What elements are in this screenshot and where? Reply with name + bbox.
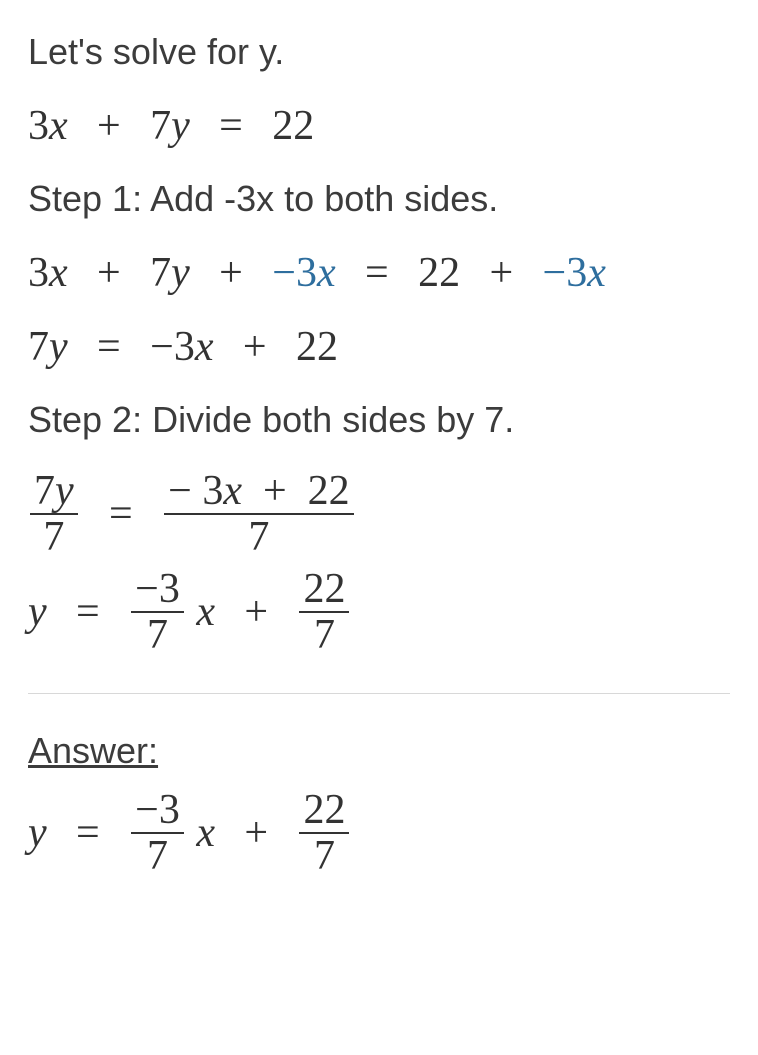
var-x: x [195, 324, 214, 370]
equation-step2-fractions: 7y 7 = −3x + 22 7 [28, 469, 730, 559]
var-y: y [28, 810, 47, 856]
equals: = [97, 324, 121, 370]
equation-step1: 3x + 7y + −3x = 22 + −3x [28, 248, 730, 298]
equals: = [219, 103, 243, 149]
var-y: y [28, 589, 47, 635]
coef-7: 7 [150, 103, 171, 149]
plus: + [244, 810, 268, 856]
highlight-minus-3x-right: −3x [543, 250, 606, 296]
plus: + [219, 250, 243, 296]
const-22: 22 [296, 324, 338, 370]
coef-7: 7 [150, 250, 171, 296]
var-x: x [49, 250, 68, 296]
equation-original: 3x + 7y = 22 [28, 101, 730, 151]
coef-3: 3 [174, 324, 195, 370]
step-2-label: Step 2: Divide both sides by 7. [28, 396, 730, 445]
equation-solved-form: y = −3 7 x + 22 7 [28, 567, 730, 657]
rhs-22: 22 [418, 250, 460, 296]
var-x: x [49, 103, 68, 149]
fraction-7y-over-7: 7y 7 [30, 469, 78, 559]
equals: = [109, 491, 133, 537]
plus: + [243, 324, 267, 370]
var-y: y [171, 250, 190, 296]
plus: + [489, 250, 513, 296]
minus: − [150, 324, 174, 370]
coef-3: 3 [28, 250, 49, 296]
fraction-neg3-over-7: −3 7 [131, 567, 184, 657]
highlight-minus-3x-left: −3x [272, 250, 335, 296]
var-x: x [196, 589, 215, 635]
equation-simplified-1: 7y = −3x + 22 [28, 322, 730, 372]
step-1-label: Step 1: Add -3x to both sides. [28, 175, 730, 224]
section-divider [28, 693, 730, 694]
coef-3: 3 [28, 103, 49, 149]
equals: = [365, 250, 389, 296]
plus: + [244, 589, 268, 635]
var-x: x [196, 810, 215, 856]
plus: + [97, 250, 121, 296]
fraction-22-over-7: 22 7 [299, 788, 349, 878]
plus: + [97, 103, 121, 149]
var-y: y [49, 324, 68, 370]
fraction-neg3-over-7: −3 7 [131, 788, 184, 878]
fraction-22-over-7: 22 7 [299, 567, 349, 657]
var-y: y [171, 103, 190, 149]
equals: = [76, 589, 100, 635]
fraction-rhs-over-7: −3x + 22 7 [164, 469, 354, 559]
equation-answer: y = −3 7 x + 22 7 [28, 788, 730, 878]
equals: = [76, 810, 100, 856]
answer-label: Answer: [28, 730, 730, 772]
coef-7: 7 [28, 324, 49, 370]
rhs-22: 22 [272, 103, 314, 149]
intro-text: Let's solve for y. [28, 28, 730, 77]
